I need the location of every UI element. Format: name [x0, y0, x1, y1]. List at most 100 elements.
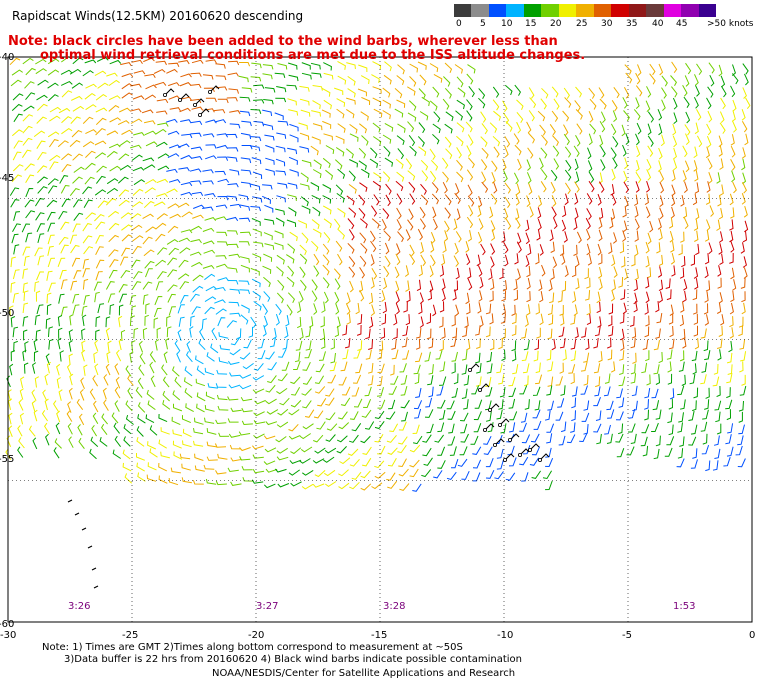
- wind-barb: [216, 144, 229, 149]
- wind-barb: [252, 445, 264, 450]
- wind-barb: [24, 341, 29, 353]
- wind-barb: [82, 141, 95, 148]
- wind-barb: [694, 122, 699, 135]
- wind-barb: [55, 422, 61, 435]
- wind-barb: [496, 459, 504, 470]
- wind-barb: [369, 230, 376, 243]
- wind-barb: [359, 182, 368, 192]
- wind-barb: [630, 433, 637, 444]
- wind-barb: [274, 242, 284, 250]
- wind-barb: [622, 97, 628, 109]
- wind-barb: [439, 376, 447, 386]
- wind-barb: [707, 86, 714, 98]
- wind-barb: [535, 303, 540, 315]
- wind-barb: [183, 377, 193, 387]
- wind-barb: [82, 235, 93, 244]
- wind-barb: [701, 362, 708, 373]
- wind-barb: [659, 207, 664, 220]
- wind-barb: [454, 64, 463, 74]
- wind-barb: [552, 256, 558, 269]
- wind-barb: [279, 397, 290, 406]
- wind-barb: [644, 303, 649, 315]
- wind-barb: [56, 377, 61, 389]
- wind-barb: [553, 158, 560, 170]
- wind-barb: [729, 327, 734, 339]
- wind-barb: [253, 433, 265, 439]
- wind-barb: [651, 422, 659, 432]
- wind-barb: [742, 172, 747, 185]
- wind-barb: [196, 403, 205, 413]
- wind-barb: [364, 386, 372, 397]
- wind-barb: [129, 108, 142, 113]
- wind-barb: [95, 107, 108, 113]
- wind-barb: [132, 271, 143, 280]
- wind-barb: [680, 301, 685, 313]
- wind-barb: [36, 140, 46, 149]
- wind-barb: [511, 304, 516, 316]
- wind-barb: [390, 364, 395, 376]
- legend-swatch: [523, 4, 542, 17]
- wind-barb: [252, 171, 263, 180]
- wind-barb: [583, 374, 589, 386]
- wind-barb: [100, 423, 108, 436]
- wind-barb: [588, 171, 595, 183]
- wind-barb: [337, 207, 346, 218]
- wind-barb: [524, 315, 529, 327]
- wind-barb: [730, 159, 736, 171]
- wind-barb: [476, 338, 481, 349]
- wind-barb: [374, 471, 386, 479]
- wind-barb: [667, 361, 672, 373]
- wind-barb: [313, 410, 324, 419]
- wind-barb: [174, 376, 182, 388]
- wind-barb: [395, 302, 400, 315]
- wind-barb: [640, 436, 648, 447]
- wind-barb: [401, 337, 408, 348]
- wind-barb: [311, 72, 322, 78]
- wind-barb: [179, 294, 189, 304]
- wind-barb: [252, 468, 265, 474]
- wind-barb: [385, 183, 392, 195]
- wind-barb: [460, 412, 469, 422]
- wind-barb: [371, 482, 383, 490]
- wind-barb: [299, 433, 311, 440]
- wind-barb: [619, 312, 625, 324]
- wind-barb: [277, 182, 288, 189]
- wind-barb: [263, 435, 276, 440]
- wind-barb: [290, 376, 301, 385]
- wind-barb: [593, 337, 599, 349]
- wind-barb: [730, 290, 735, 303]
- flagged-wind-barb: [179, 93, 190, 101]
- wind-barb: [493, 146, 500, 158]
- wind-barb: [669, 388, 675, 400]
- wind-barb: [575, 171, 580, 184]
- wind-barb: [588, 180, 595, 193]
- wind-barb: [190, 83, 202, 89]
- wind-barb: [195, 355, 204, 365]
- wind-barb: [705, 280, 711, 292]
- wind-barb: [727, 364, 733, 375]
- wind-barb: [498, 399, 504, 410]
- wind-barb: [574, 207, 579, 220]
- wind-barb: [94, 70, 107, 77]
- wind-barb: [489, 290, 494, 302]
- wind-barb: [719, 184, 724, 196]
- wind-barb: [619, 350, 625, 361]
- wind-barb: [356, 324, 362, 336]
- wind-barb: [586, 243, 591, 256]
- wind-barb: [445, 111, 454, 122]
- wind-barb: [555, 376, 563, 386]
- wind-barb: [547, 328, 553, 340]
- wind-barb: [127, 387, 133, 399]
- wind-barb: [241, 420, 253, 426]
- wind-barb: [729, 252, 734, 264]
- wind-barb: [205, 155, 217, 160]
- wind-barb: [513, 133, 520, 145]
- wind-barb: [22, 57, 34, 65]
- wind-barb: [508, 387, 516, 397]
- wind-barb: [536, 229, 541, 241]
- wind-barb: [535, 374, 543, 385]
- wind-barb: [509, 422, 516, 433]
- wind-barb: [581, 327, 587, 338]
- wind-barb: [519, 456, 529, 466]
- wind-barb: [282, 339, 288, 350]
